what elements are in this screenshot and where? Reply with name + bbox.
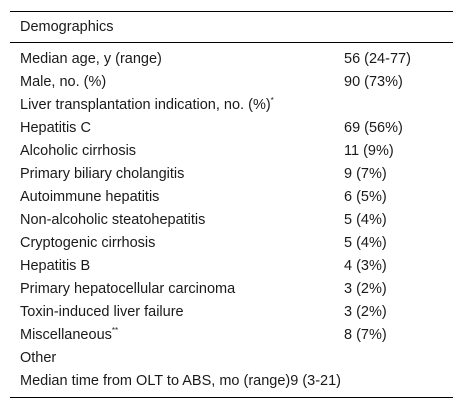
table-row: Hepatitis C 69 (56%) (10, 116, 453, 139)
row-label: Autoimmune hepatitis (20, 188, 160, 205)
demographics-table: Demographics Median age, y (range) 56 (2… (10, 11, 453, 398)
footnote-marker: ** (111, 325, 119, 335)
row-value: 3 (2%) (344, 303, 387, 320)
row-value: 5 (4%) (344, 234, 387, 251)
table-row: Primary biliary cholangitis 9 (7%) (10, 162, 453, 185)
table-row: Other (10, 346, 453, 369)
table-header: Demographics (10, 12, 453, 43)
row-label: Hepatitis B (20, 257, 91, 274)
row-value: 11 (9%) (344, 142, 394, 159)
table-row: Cryptogenic cirrhosis 5 (4%) (10, 231, 453, 254)
table-row: Autoimmune hepatitis 6 (5%) (10, 185, 453, 208)
table-row: Alcoholic cirrhosis 11 (9%) (10, 139, 453, 162)
table-row: Liver transplantation indication, no. (%… (10, 93, 453, 116)
row-label: Cryptogenic cirrhosis (20, 234, 156, 251)
row-label: Toxin-induced liver failure (20, 303, 184, 320)
row-label: Median age, y (range) (20, 50, 162, 67)
table-body: Median age, y (range) 56 (24-77) Male, n… (10, 43, 453, 397)
row-value: 6 (5%) (344, 188, 387, 205)
row-label-text: Liver transplantation indication, no. (%… (20, 96, 271, 113)
row-label-text: Miscellaneous (20, 326, 112, 343)
row-label: Miscellaneous** (10, 325, 344, 343)
row-value: 90 (73%) (344, 73, 403, 90)
table-row: Primary hepatocellular carcinoma 3 (2%) (10, 277, 453, 300)
row-label: Male, no. (%) (20, 73, 107, 90)
row-value: 56 (24-77) (344, 50, 411, 67)
row-value: 8 (7%) (344, 326, 387, 343)
row-label: Primary biliary cholangitis (20, 165, 185, 182)
row-label: Other (20, 349, 57, 366)
table-row: Male, no. (%) 90 (73%) (10, 70, 453, 93)
row-value: 9 (7%) (344, 165, 387, 182)
row-value: 3 (2%) (344, 280, 387, 297)
row-value: 4 (3%) (344, 257, 387, 274)
row-label: Liver transplantation indication, no. (%… (10, 95, 274, 113)
row-label: Median time from OLT to ABS, mo (range) (20, 372, 291, 389)
table-row: Toxin-induced liver failure 3 (2%) (10, 300, 453, 323)
row-label: Alcoholic cirrhosis (20, 142, 137, 159)
row-label: Non-alcoholic steatohepatitis (20, 211, 206, 228)
row-value: 69 (56%) (344, 119, 403, 136)
row-value: 9 (3-21) (290, 372, 342, 389)
footnote-marker: * (270, 95, 274, 105)
table-row: Median age, y (range) 56 (24-77) (10, 47, 453, 70)
table-row: Non-alcoholic steatohepatitis 5 (4%) (10, 208, 453, 231)
row-value: 5 (4%) (344, 211, 387, 228)
row-label: Primary hepatocellular carcinoma (20, 280, 236, 297)
row-label: Hepatitis C (20, 119, 91, 136)
header-label: Demographics (20, 19, 114, 35)
table-row: Median time from OLT to ABS, mo (range) … (10, 369, 453, 392)
table-row: Miscellaneous** 8 (7%) (10, 323, 453, 346)
table-row: Hepatitis B 4 (3%) (10, 254, 453, 277)
